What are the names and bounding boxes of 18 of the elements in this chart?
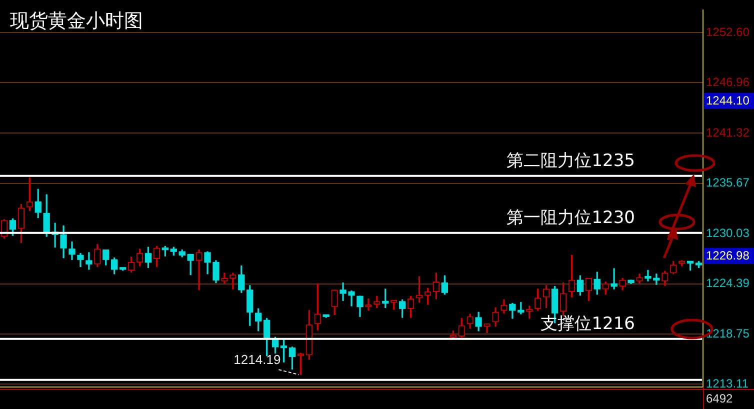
ref-line-label: 第二阻力位1235 — [506, 150, 635, 171]
ref-line-label: 第一阻力位1230 — [506, 208, 635, 228]
text: 1226.98 — [706, 248, 750, 262]
text: 6492 — [706, 391, 734, 406]
y-tick-label: 1213.11 — [706, 376, 749, 391]
candlestick — [196, 249, 202, 290]
y-tick-label: 1230.03 — [706, 226, 750, 240]
text: 1244.10 — [706, 93, 750, 108]
candlestick — [230, 272, 236, 290]
y-tick-label: 1224.39 — [706, 276, 750, 290]
candlestick — [610, 268, 618, 290]
y-tick-label: 1241.32 — [706, 125, 750, 140]
y-tick-label: 1235.67 — [706, 176, 750, 190]
chart-title: 现货黄金小时图 — [10, 10, 143, 32]
y-tick-label: 1246.96 — [706, 75, 750, 90]
ref-line-label: 支撑位1216 — [540, 314, 635, 334]
y-tick-label: 1252.60 — [706, 24, 750, 39]
text: 1214.19 — [234, 352, 281, 368]
